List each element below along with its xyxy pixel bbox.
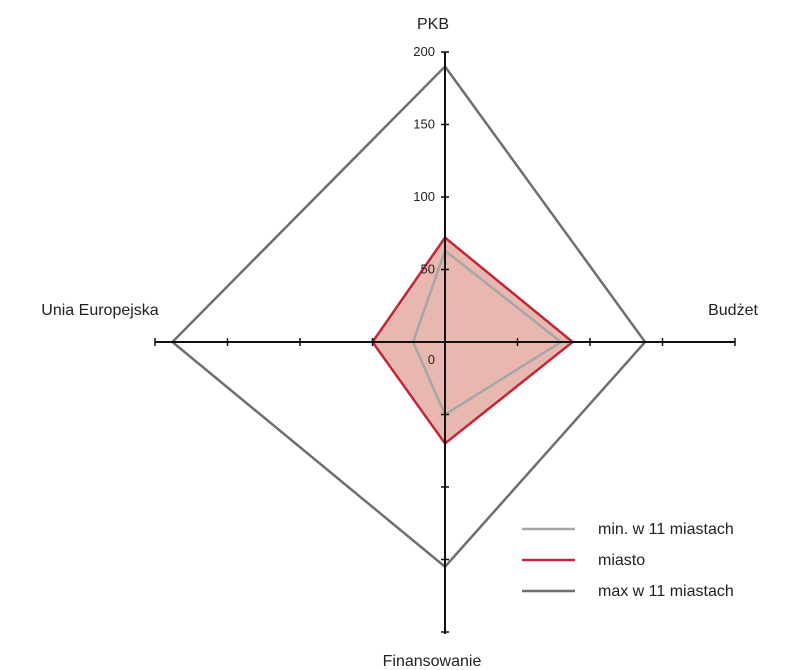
axis-title-bottom: Finansowanie [383, 653, 482, 670]
tick-label: 150 [413, 117, 435, 132]
ticks-layer: 0 50 100 150 200 [154, 44, 736, 633]
series-layer [170, 64, 647, 569]
axis-title-right: Budżet [708, 302, 758, 319]
tick-label: 200 [413, 44, 435, 59]
legend-item: min. w 11 miastach [522, 521, 734, 538]
tick-label: 100 [413, 189, 435, 204]
legend-label-city: miasto [598, 552, 645, 569]
labels-layer: PKB Budżet Finansowanie Unia Europejska [41, 16, 758, 670]
axes-layer [155, 52, 735, 634]
series-polygon-1 [370, 235, 575, 446]
tick-label: 50 [421, 262, 435, 277]
legend-label-min: min. w 11 miastach [598, 521, 734, 538]
legend-item: max w 11 miastach [522, 583, 734, 600]
axis-title-left: Unia Europejska [41, 302, 159, 319]
legend: min. w 11 miastach miasto max w 11 miast… [522, 521, 734, 600]
legend-label-max: max w 11 miastach [598, 583, 734, 600]
legend-item: miasto [522, 552, 645, 569]
tick-label: 0 [428, 352, 435, 367]
axis-title-top: PKB [417, 16, 449, 33]
